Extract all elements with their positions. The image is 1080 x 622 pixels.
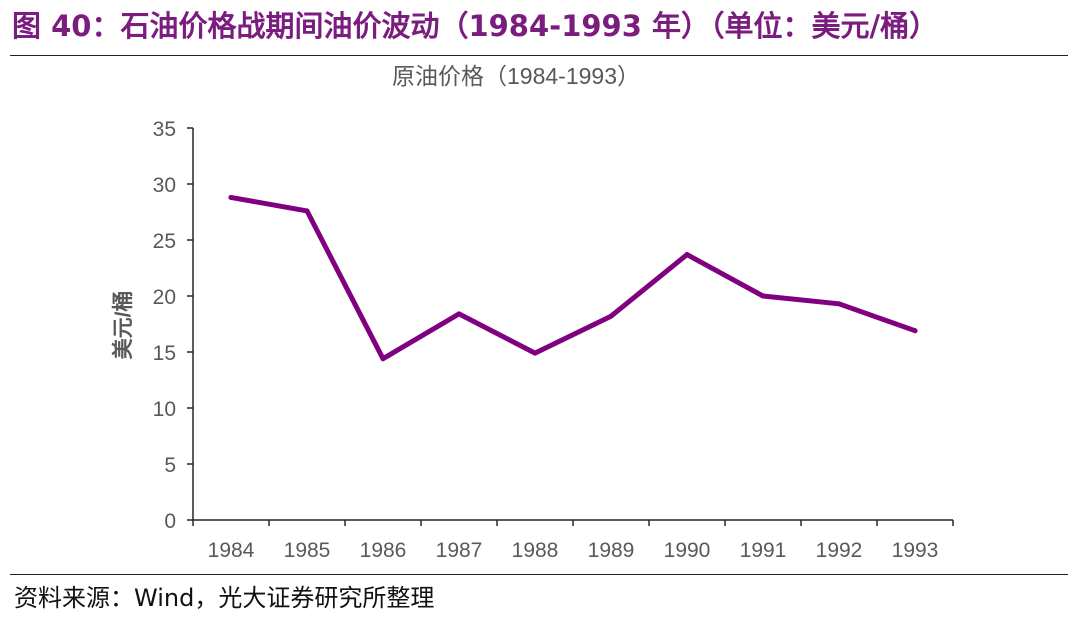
y-tick-labels: 0 5 10 15 20 25 30 35 [153,118,176,533]
y-tick-label: 35 [153,118,176,141]
bottom-rule [10,574,1068,575]
y-tick-label: 15 [153,342,176,365]
y-tick-label: 30 [153,174,176,197]
x-tick-label: 1984 [208,539,255,562]
chart-title: 原油价格（1984-1993） [392,63,640,89]
x-tick-label: 1985 [284,539,331,562]
data-point [532,350,538,356]
data-point [912,328,918,334]
y-axis-label: 美元/桶 [111,291,135,360]
x-tick-label: 1987 [436,539,483,562]
x-tick-label: 1992 [816,539,863,562]
figure-caption: 图 40：石油价格战期间油价波动（1984-1993 年）（单位：美元/桶） [12,9,939,43]
top-rule [10,55,1068,56]
y-tick-label: 0 [164,510,176,533]
x-tick-label: 1989 [588,539,635,562]
x-tick-label: 1991 [740,539,787,562]
data-point [684,252,690,258]
price-line [228,194,918,362]
data-point [836,301,842,307]
x-tick-label: 1986 [360,539,407,562]
line-chart: 原油价格（1984-1993） 美元/桶 0 5 10 15 20 25 30 35 1984… [111,63,954,562]
y-tick-label: 20 [153,286,176,309]
x-tick-label: 1990 [664,539,711,562]
data-point [456,311,462,317]
axes [187,127,954,526]
data-point [608,313,614,319]
y-tick-label: 5 [164,454,176,477]
data-point [228,194,234,200]
data-point [304,208,310,214]
x-tick-label: 1988 [512,539,559,562]
series-layer [228,194,918,362]
y-tick-label: 25 [153,230,176,253]
x-tick-labels: 1984 1985 1986 1987 1988 1989 1990 1991 1992 1993 [208,539,939,562]
data-point [380,356,386,362]
source-note: 资料来源：Wind，光大证券研究所整理 [14,584,435,612]
x-tick-label: 1993 [892,539,939,562]
data-point [760,293,766,299]
y-tick-label: 10 [153,398,176,421]
